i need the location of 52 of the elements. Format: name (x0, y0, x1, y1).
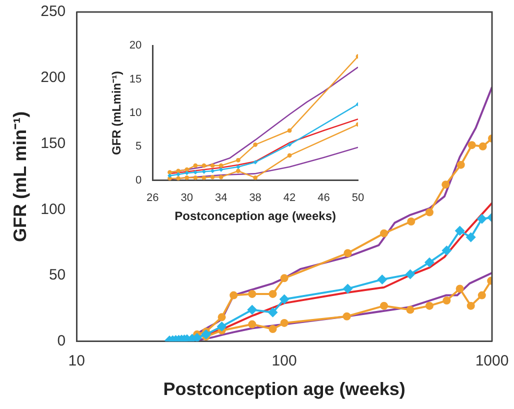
point (202, 163, 206, 168)
point (210, 168, 215, 174)
x-tick-label: 42 (283, 192, 296, 204)
x-tick-label: 38 (249, 192, 262, 204)
point (210, 163, 215, 168)
point (218, 174, 224, 180)
y-axis-title: GFR (mLmin⁻¹) (110, 71, 124, 155)
x-tick-label: 10 (68, 352, 85, 370)
point (253, 142, 258, 147)
x-tick-label: 46 (318, 192, 330, 204)
y-tick-label: 0 (57, 332, 66, 350)
x-axis-title: Postconception age (weeks) (174, 209, 336, 224)
y-tick-label: 50 (48, 266, 66, 284)
point (236, 158, 240, 162)
point (202, 176, 206, 180)
y-tick-label: 0 (136, 174, 142, 186)
point (236, 168, 240, 174)
x-tick-label: 30 (180, 192, 193, 204)
point (218, 167, 224, 172)
point (168, 170, 172, 175)
point (193, 176, 198, 180)
y-axis-title: GFR (mL min⁻¹) (10, 111, 30, 242)
point (176, 172, 181, 177)
y-tick-label: 150 (40, 134, 66, 152)
point (287, 153, 292, 158)
y-tick-label: 5 (136, 140, 142, 153)
x-axis-title: Postconception age (weeks) (163, 379, 406, 400)
x-tick-label: 34 (214, 192, 228, 204)
y-tick-label: 10 (129, 107, 142, 120)
point (168, 173, 172, 178)
point (218, 163, 224, 168)
point (253, 176, 258, 180)
point (202, 169, 206, 174)
y-tick-label: 250 (40, 3, 66, 20)
x-tick-label: 1000 (475, 352, 509, 370)
y-tick-label: 200 (40, 69, 66, 86)
point (287, 128, 292, 133)
x-tick-label: 26 (146, 192, 159, 204)
point (253, 160, 258, 164)
point (193, 163, 198, 168)
x-tick-label: 100 (272, 352, 297, 370)
point (287, 142, 292, 147)
point (210, 174, 215, 180)
point (184, 167, 190, 172)
y-tick-label: 15 (129, 73, 142, 86)
point (193, 170, 198, 175)
point (184, 176, 190, 180)
point (176, 168, 181, 174)
point (236, 164, 240, 170)
point (176, 176, 181, 180)
y-tick-label: 20 (129, 40, 142, 52)
x-tick-label: 50 (352, 192, 364, 204)
